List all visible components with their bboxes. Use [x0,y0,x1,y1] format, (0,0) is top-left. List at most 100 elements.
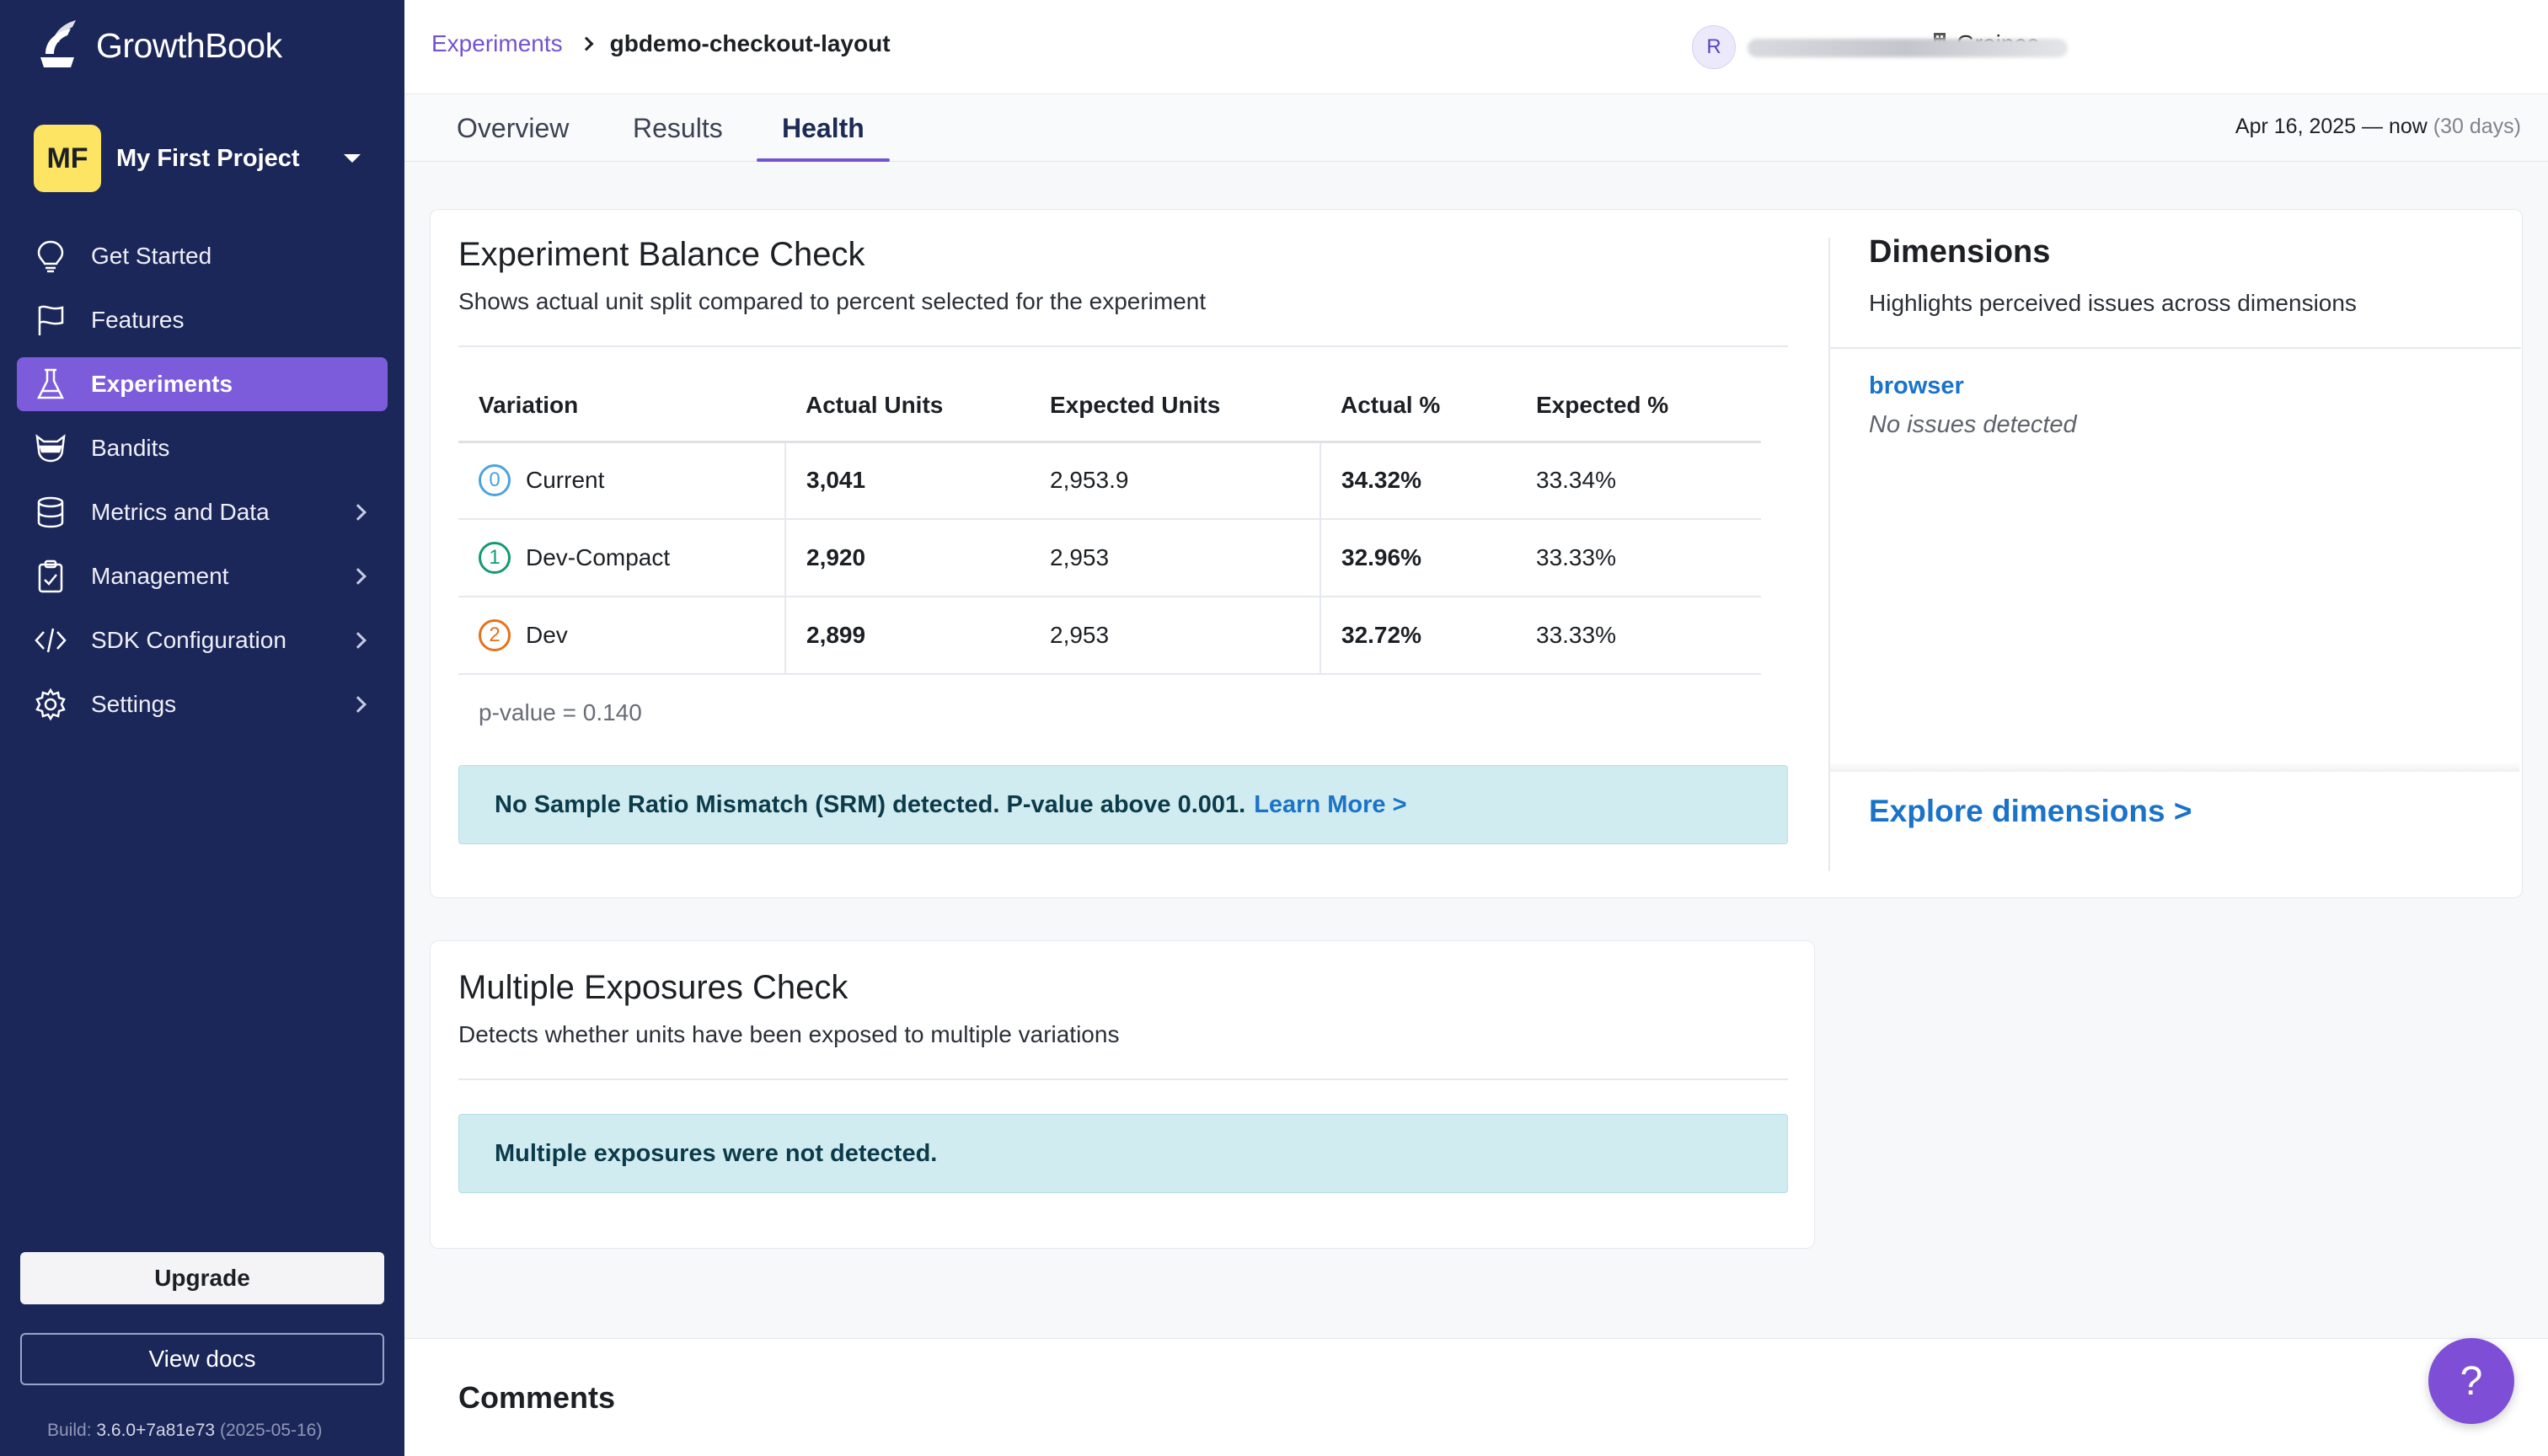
tab-overview[interactable]: Overview [457,94,569,162]
variation-cell: 2 Dev [458,597,785,675]
exposures-alert-text: Multiple exposures were not detected. [495,1139,938,1167]
variation-index-badge: 2 [479,619,511,651]
divider [458,1079,1788,1080]
chevron-right-icon [350,504,367,521]
breadcrumb-experiments-link[interactable]: Experiments [431,30,563,56]
redacted-user-email [1748,39,2068,57]
table-header-row: Variation Actual Units Expected Units Ac… [458,371,1761,443]
flask-icon [34,367,67,401]
column-header: Expected % [1516,371,1761,443]
actual-pct-cell: 32.96% [1320,519,1516,597]
gear-icon [34,688,67,721]
column-header: Variation [458,371,785,443]
help-button[interactable]: ? [2428,1338,2514,1424]
sidebar-item-label: Bandits [91,435,170,461]
active-tab-indicator [757,158,890,162]
actual-units-cell: 2,899 [784,597,1030,675]
exposures-subtitle: Detects whether units have been exposed … [458,1021,1120,1047]
flag-icon [34,303,67,337]
date-range-days: (30 days) [2433,115,2521,138]
variation-name: Current [526,467,605,494]
tab-health[interactable]: Health [757,94,890,162]
build-label: Build: [47,1421,92,1440]
sidebar-item-features[interactable]: Features [17,293,388,347]
build-date: (2025-05-16) [219,1421,323,1440]
chevron-right-icon [350,632,367,649]
divider [458,345,1788,347]
table-row: 0 Current 3,041 2,953.9 34.32% 33.34% [458,442,1761,520]
table-row: 1 Dev-Compact 2,920 2,953 32.96% 33.33% [458,519,1761,597]
growthbook-logo[interactable]: GrowthBook [34,15,282,76]
user-avatar[interactable]: R [1692,25,1736,69]
exposures-card [430,940,1815,1249]
clipboard-icon [34,559,67,593]
growthbook-logo-icon [34,17,81,75]
build-info: Build: 3.6.0+7a81e73 (2025-05-16) [47,1421,322,1441]
expected-pct-cell: 33.33% [1516,519,1761,597]
column-header: Actual % [1320,371,1516,443]
date-range-text: Apr 16, 2025 — now [2235,115,2428,138]
sidebar-item-settings[interactable]: Settings [17,677,388,731]
srm-alert: No Sample Ratio Mismatch (SRM) detected.… [458,765,1788,844]
breadcrumb: Experiments gbdemo-checkout-layout [431,30,891,57]
chevron-right-icon [350,568,367,585]
lightbulb-icon [34,239,67,273]
sidebar-item-management[interactable]: Management [17,549,388,603]
app-name: GrowthBook [96,25,282,65]
expected-pct-cell: 33.34% [1516,442,1761,520]
bandit-icon [34,431,67,465]
tab-results[interactable]: Results [633,94,723,162]
sidebar-item-bandits[interactable]: Bandits [17,421,388,475]
tab-label: Overview [457,112,570,143]
balance-subtitle: Shows actual unit split compared to perc… [458,288,1207,314]
project-selector[interactable]: MF My First Project [34,125,379,192]
project-avatar: MF [34,125,101,192]
dimension-status: No issues detected [1869,411,2077,438]
actual-units-cell: 3,041 [784,442,1030,520]
sidebar-item-label: Management [91,563,229,589]
comments-title: Comments [458,1380,616,1415]
variation-cell: 1 Dev-Compact [458,519,785,597]
sidebar-item-experiments[interactable]: Experiments [17,357,388,411]
expected-units-cell: 2,953 [1030,519,1320,597]
sidebar: GrowthBook MF My First Project Get Start… [0,0,404,1456]
view-docs-button[interactable]: View docs [20,1333,384,1385]
expected-pct-cell: 33.33% [1516,597,1761,675]
divider [1830,347,2521,349]
sidebar-item-metrics-and-data[interactable]: Metrics and Data [17,485,388,539]
database-icon [34,495,67,529]
project-name: My First Project [116,144,300,172]
chevron-right-icon [350,696,367,713]
dimension-browser-link[interactable]: browser [1869,372,1964,399]
column-header: Expected Units [1030,371,1320,443]
dimensions-divider [1828,238,1830,871]
expected-units-cell: 2,953.9 [1030,442,1320,520]
variation-name: Dev-Compact [526,544,671,570]
srm-alert-text: No Sample Ratio Mismatch (SRM) detected.… [495,790,1246,818]
caret-down-icon [344,154,361,163]
sidebar-item-label: Get Started [91,243,212,269]
sidebar-item-get-started[interactable]: Get Started [17,229,388,283]
learn-more-link[interactable]: Learn More > [1254,790,1407,818]
comments-section [404,1338,2548,1456]
sidebar-item-label: SDK Configuration [91,627,286,653]
tab-label: Health [782,112,864,143]
chevron-right-icon [579,36,594,51]
actual-units-cell: 2,920 [784,519,1030,597]
sidebar-item-sdk-configuration[interactable]: SDK Configuration [17,613,388,667]
p-value: p-value = 0.140 [479,699,642,725]
table-row: 2 Dev 2,899 2,953 32.72% 33.33% [458,597,1761,675]
sidebar-item-label: Settings [91,691,177,717]
balance-title: Experiment Balance Check [458,236,865,273]
column-header: Actual Units [785,371,1030,443]
upgrade-button[interactable]: Upgrade [20,1252,384,1304]
question-mark-icon: ? [2460,1358,2483,1404]
top-header: Experiments gbdemo-checkout-layout Grain… [404,0,2548,94]
explore-dimensions-link[interactable]: Explore dimensions > [1869,794,2192,828]
breadcrumb-current: gbdemo-checkout-layout [609,30,891,56]
tab-bar: Overview Results Health Apr 16, 2025 — n… [404,94,2548,162]
variation-cell: 0 Current [458,442,785,520]
variation-name: Dev [526,622,568,648]
sidebar-item-label: Metrics and Data [91,499,270,525]
sidebar-nav: Get Started Features Experiments Bandits… [17,229,388,741]
